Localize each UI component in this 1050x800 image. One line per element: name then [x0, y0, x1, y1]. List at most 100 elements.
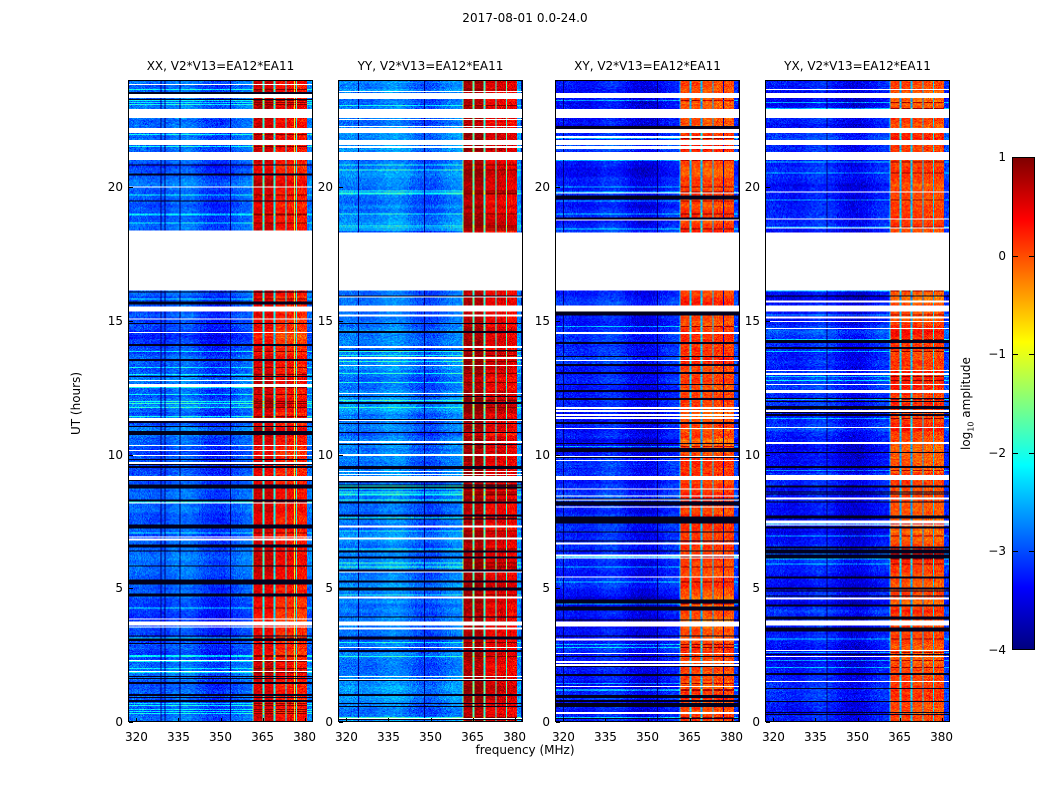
y-tick-label: 5 [752, 581, 760, 596]
x-tick-label: 365 [461, 730, 484, 744]
colorbar-tick-label: −2 [988, 445, 1006, 460]
x-tick-label: 320 [124, 730, 148, 744]
x-tick-mark [514, 718, 516, 722]
y-tick-mark [339, 187, 343, 188]
y-tick-label: 10 [317, 447, 333, 462]
y-tick-label: 0 [542, 715, 550, 729]
y-tick-label: 15 [107, 313, 123, 328]
y-tick-mark [766, 722, 770, 723]
y-tick-mark [339, 320, 343, 322]
y-tick-label: 0 [115, 715, 123, 729]
y-tick-mark [129, 454, 133, 456]
y-tick-mark [556, 187, 560, 188]
heatmap-image-2 [556, 81, 739, 721]
x-tick-mark [731, 718, 733, 722]
y-tick-label: 0 [325, 715, 333, 729]
x-tick-label: 365 [251, 730, 274, 744]
x-tick-mark [689, 718, 691, 722]
y-tick-mark [339, 588, 343, 590]
panel-title-0: XX, V2*V13=EA12*EA11 [146, 59, 295, 73]
colorbar-label-subscript: 10 [966, 421, 976, 432]
heatmap-panel-2 [555, 80, 740, 722]
y-tick-mark [556, 454, 560, 456]
x-tick-label: 335 [804, 730, 827, 744]
x-tick-mark [262, 718, 264, 722]
y-tick-label: 15 [744, 313, 760, 328]
x-tick-mark [472, 718, 474, 722]
colorbar-tick-mark [1013, 255, 1018, 257]
x-tick-label: 335 [377, 730, 400, 744]
heatmap-image-3 [766, 81, 949, 721]
x-tick-label: 380 [930, 730, 954, 744]
y-tick-mark [556, 722, 560, 723]
y-axis-label: UT (hours) [69, 371, 83, 435]
heatmap-panel-0 [128, 80, 313, 722]
x-tick-label: 320 [551, 730, 575, 744]
x-tick-mark [346, 718, 348, 722]
x-tick-mark [941, 718, 943, 722]
figure-suptitle: 2017-08-01 0.0-24.0 [462, 11, 588, 25]
x-tick-mark [136, 718, 138, 722]
x-tick-mark [178, 718, 180, 722]
x-tick-mark [773, 718, 775, 722]
y-tick-label: 15 [534, 313, 550, 328]
colorbar-tick-label: 1 [998, 150, 1006, 164]
y-tick-label: 20 [107, 180, 123, 194]
x-tick-mark [605, 718, 607, 722]
x-tick-label: 350 [209, 730, 232, 744]
y-tick-label: 5 [115, 581, 123, 596]
y-tick-mark [129, 722, 133, 723]
colorbar-tick-mark [1029, 452, 1034, 454]
x-tick-label: 380 [503, 730, 527, 744]
y-tick-mark [339, 722, 343, 723]
x-axis-label: frequency (MHz) [475, 743, 575, 757]
x-tick-mark [563, 718, 565, 722]
x-tick-label: 365 [888, 730, 911, 744]
y-tick-label: 5 [542, 581, 550, 596]
colorbar-tick-mark [1029, 551, 1034, 553]
x-tick-label: 335 [167, 730, 190, 744]
y-tick-mark [129, 320, 133, 322]
x-tick-label: 350 [636, 730, 659, 744]
panel-title-3: YX, V2*V13=EA12*EA11 [784, 59, 931, 73]
x-tick-mark [430, 718, 432, 722]
x-tick-label: 350 [419, 730, 442, 744]
x-tick-mark [647, 718, 649, 722]
x-tick-label: 365 [678, 730, 701, 744]
colorbar-tick-label: −4 [988, 643, 1006, 657]
y-tick-label: 20 [534, 180, 550, 194]
colorbar-label-prefix: log [959, 431, 973, 450]
y-tick-mark [766, 320, 770, 322]
colorbar-tick-label: 0 [998, 248, 1006, 263]
colorbar-label-suffix: amplitude [959, 356, 973, 422]
heatmap-image-0 [129, 81, 312, 721]
heatmap-panel-1 [338, 80, 523, 722]
colorbar-tick-mark [1013, 354, 1018, 356]
y-tick-label: 0 [752, 715, 760, 729]
x-tick-mark [815, 718, 817, 722]
y-tick-label: 5 [325, 581, 333, 596]
y-tick-mark [556, 588, 560, 590]
x-tick-label: 380 [720, 730, 744, 744]
colorbar-label: log10 amplitude [959, 356, 977, 450]
colorbar-tick-mark [1029, 354, 1034, 356]
y-tick-label: 10 [534, 447, 550, 462]
x-tick-mark [304, 718, 306, 722]
colorbar-tick-mark [1029, 255, 1034, 257]
colorbar-tick-label: −1 [988, 347, 1006, 362]
heatmap-panel-3 [765, 80, 950, 722]
y-tick-label: 10 [744, 447, 760, 462]
y-tick-label: 20 [317, 180, 333, 194]
panel-title-2: XY, V2*V13=EA12*EA11 [574, 59, 721, 73]
colorbar [1012, 157, 1035, 650]
x-tick-label: 350 [846, 730, 869, 744]
colorbar-tick-mark [1013, 452, 1018, 454]
y-tick-label: 20 [744, 180, 760, 194]
y-tick-label: 10 [107, 447, 123, 462]
x-tick-label: 320 [761, 730, 785, 744]
y-tick-mark [339, 454, 343, 456]
x-tick-mark [220, 718, 222, 722]
y-tick-mark [556, 320, 560, 322]
y-tick-mark [129, 187, 133, 188]
